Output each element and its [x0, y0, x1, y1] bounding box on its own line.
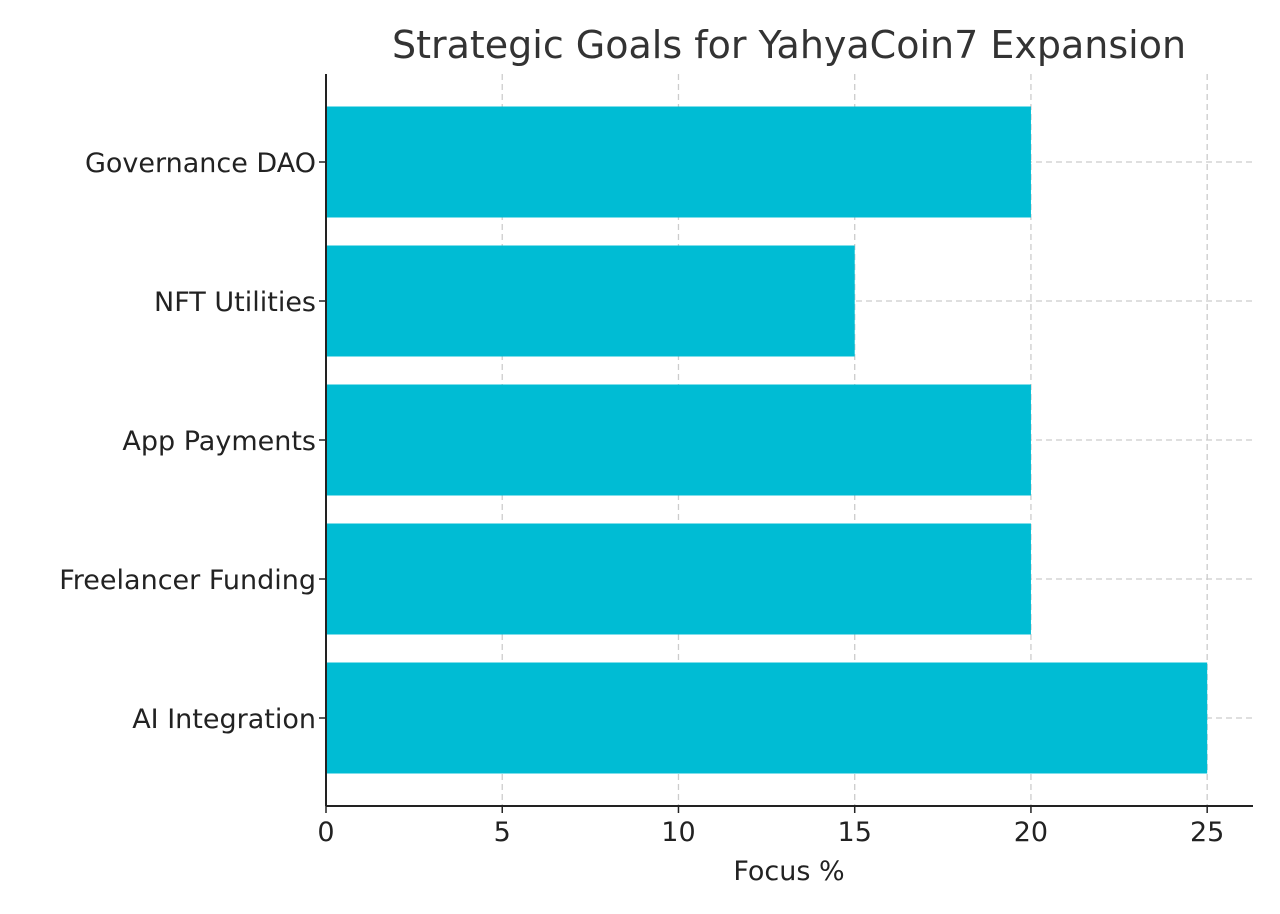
y-tick-label: NFT Utilities [154, 287, 316, 318]
x-tick-label: 10 [661, 817, 695, 848]
bar [326, 245, 855, 357]
x-tick-label: 0 [317, 817, 334, 848]
x-tick-label: 20 [1014, 817, 1048, 848]
y-tick-label: Governance DAO [85, 148, 316, 179]
chart-title: Strategic Goals for YahyaCoin7 Expansion [392, 23, 1186, 67]
bar [326, 523, 1031, 635]
bar [326, 384, 1031, 496]
x-axis-label: Focus % [733, 856, 844, 887]
y-tick-label: App Payments [122, 426, 316, 457]
bars [326, 106, 1208, 774]
x-tick-label: 5 [494, 817, 511, 848]
bar [326, 662, 1208, 774]
y-tick-label: Freelancer Funding [59, 565, 316, 596]
bar [326, 106, 1031, 218]
y-tick-label: AI Integration [132, 704, 316, 735]
tick-labels: 0 5 10 15 20 25 AI Integration Freelancer Fundi… [59, 148, 1224, 848]
x-tick-label: 25 [1190, 817, 1224, 848]
x-tick-label: 15 [838, 817, 872, 848]
